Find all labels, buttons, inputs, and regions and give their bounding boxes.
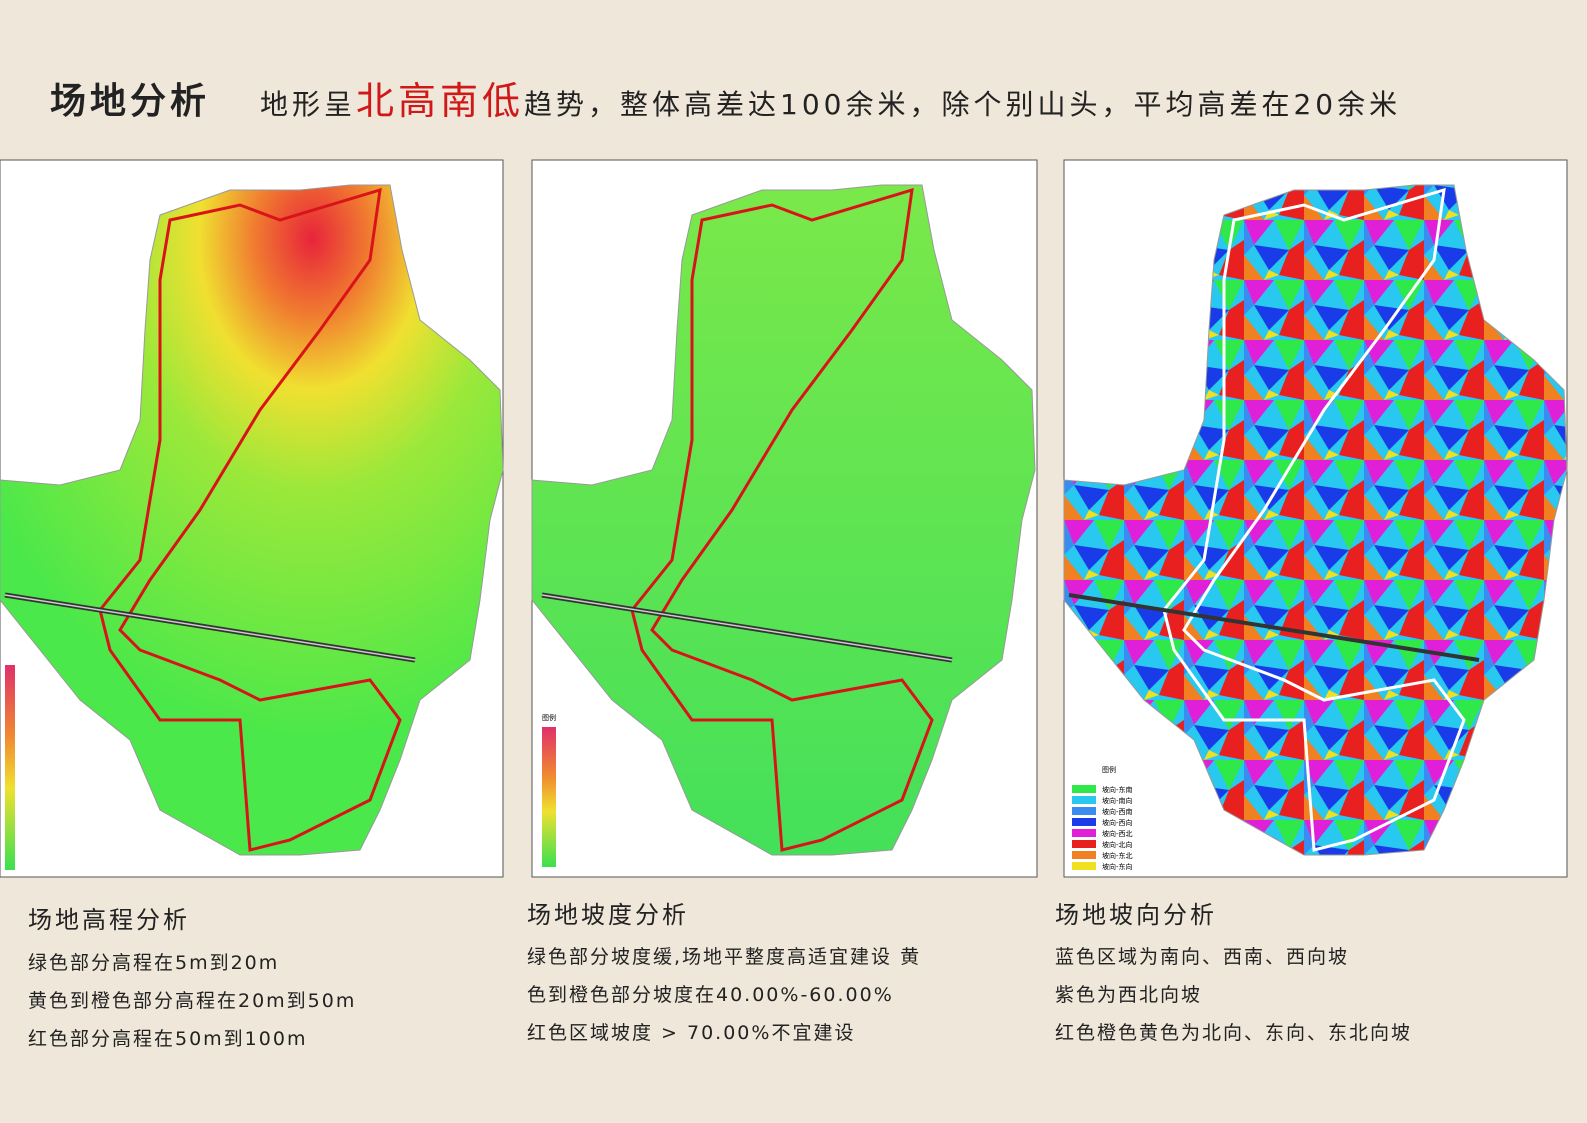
caption-line: 色到橙色部分坡度在40.00%-60.00% bbox=[527, 984, 894, 1006]
caption-line: 红色橙色黄色为北向、东向、东北向坡 bbox=[1055, 1022, 1413, 1044]
legend-swatch bbox=[1072, 840, 1096, 848]
legend-swatch bbox=[1072, 818, 1096, 826]
legend-swatch bbox=[1072, 851, 1096, 859]
slope-panel: 图例 bbox=[531, 159, 1038, 878]
subtitle-highlight: 北高南低 bbox=[356, 79, 525, 123]
road bbox=[1068, 593, 1480, 662]
subtitle: 地形呈北高南低趋势，整体高差达100余米，除个别山头，平均高差在20余米 bbox=[260, 70, 1401, 125]
road bbox=[4, 594, 416, 661]
legend-label: 坡向-西向 bbox=[1102, 818, 1133, 827]
legend-swatches bbox=[542, 727, 556, 867]
caption-line: 紫色为西北向坡 bbox=[1055, 984, 1203, 1006]
legend-label: 坡向-南向 bbox=[1102, 796, 1133, 805]
legend-label: 坡向-东向 bbox=[1102, 862, 1133, 871]
legend-title: 图例 bbox=[542, 713, 556, 722]
caption-line: 红色部分高程在50m到100m bbox=[28, 1028, 308, 1050]
road bbox=[541, 594, 953, 661]
legend-swatch bbox=[1072, 785, 1096, 793]
legend-label: 坡向-西北 bbox=[1102, 829, 1133, 838]
legend-swatch bbox=[1072, 829, 1096, 837]
legend-title: 图例 bbox=[1102, 765, 1116, 774]
caption-line: 蓝色区域为南向、西南、西向坡 bbox=[1055, 946, 1350, 968]
aspect-panel: 图例 坡向-东南坡向-南向坡向-西南坡向-西向坡向-西北坡向-北向坡向-东北坡向… bbox=[1063, 159, 1568, 878]
caption-title: 场地高程分析 bbox=[28, 906, 190, 934]
page-title: 场地分析 bbox=[50, 81, 211, 122]
caption-line: 黄色到橙色部分高程在20m到50m bbox=[28, 990, 357, 1012]
subtitle-text: 地形呈 bbox=[260, 88, 357, 121]
legend-label: 坡向-西南 bbox=[1102, 807, 1133, 816]
legend-swatches bbox=[5, 665, 15, 870]
elevation-panel bbox=[0, 159, 504, 878]
maps: 图例 图例 坡向-东南坡向-南向坡向-西南坡向-西向坡向-西北坡向-北向坡向-东… bbox=[0, 159, 1568, 878]
legend-swatch bbox=[1072, 796, 1096, 804]
caption-title: 场地坡向分析 bbox=[1055, 901, 1217, 929]
caption-title: 场地坡度分析 bbox=[527, 901, 689, 929]
caption-line: 绿色部分坡度缓,场地平整度高适宜建设 黄 bbox=[527, 946, 922, 968]
subtitle-text: 趋势，整体高差达100余米，除个别山头，平均高差在20余米 bbox=[524, 88, 1402, 121]
legend-swatch bbox=[1072, 862, 1096, 870]
legend-label: 坡向-东北 bbox=[1102, 851, 1133, 860]
caption-line: 红色区域坡度 > 70.00%不宜建设 bbox=[527, 1022, 856, 1044]
caption-line: 绿色部分高程在5m到20m bbox=[28, 952, 280, 974]
legend-swatch bbox=[1072, 807, 1096, 815]
legend-label: 坡向-东南 bbox=[1102, 785, 1133, 794]
legend-label: 坡向-北向 bbox=[1102, 840, 1133, 849]
